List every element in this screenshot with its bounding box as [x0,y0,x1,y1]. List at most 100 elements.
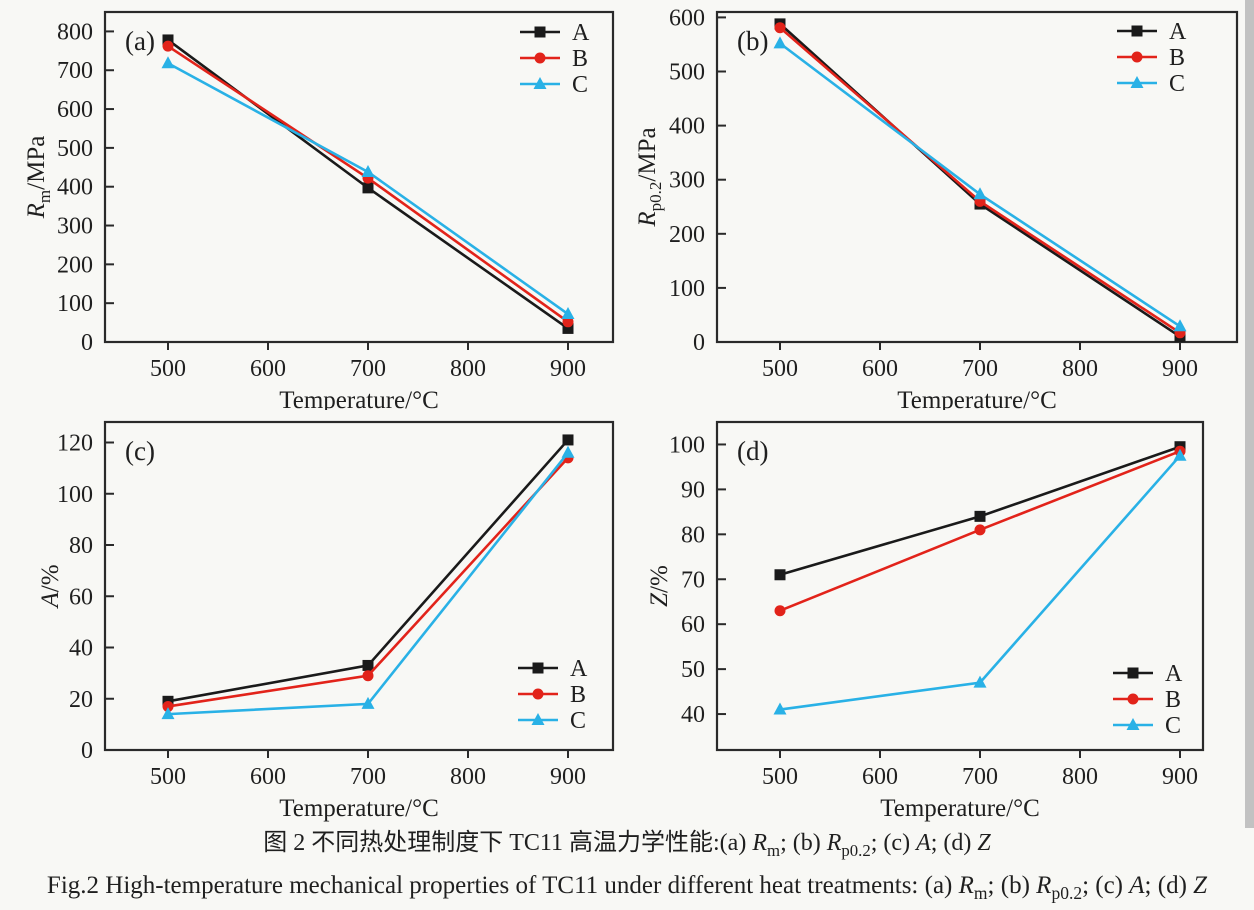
y-axis-title: Rp0.2/MPa [634,127,665,227]
y-tick-label: 60 [69,584,93,610]
x-tick-label: 800 [450,356,486,382]
y-tick-label: 0 [81,330,93,356]
x-tick-label: 900 [1162,356,1198,382]
x-tick-label: 700 [962,764,998,790]
x-tick-label: 900 [550,764,586,790]
marker-square [1127,667,1139,679]
marker-triangle [361,164,375,177]
marker-square [534,26,546,38]
y-tick-label: 700 [57,58,93,84]
caption-segment: R [752,830,767,856]
y-tick-label: 300 [669,168,705,194]
legend-label: A [1165,661,1183,687]
x-tick-label: 900 [550,356,586,382]
y-tick-label: 600 [57,97,93,123]
plot-frame [715,10,1239,344]
marker-triangle [1173,448,1187,461]
series-B-markers [162,452,574,712]
caption-segment: R [826,830,842,856]
caption-segment: A [1129,871,1145,899]
x-axis-title: Temperature/°C [897,387,1057,410]
legend: ABC [518,656,588,734]
y-tick-label: 60 [681,612,705,638]
marker-square [532,662,544,674]
caption-segment: p0.2 [841,840,871,860]
series-A-markers [162,434,574,707]
y-tick-label: 40 [681,702,705,728]
caption-segment: R [1036,871,1052,899]
figure-caption: 图 2 不同热处理制度下 TC11 高温力学性能:(a) Rm; (b) Rp0… [0,826,1254,910]
legend: ABC [1113,661,1183,739]
x-tick-label: 500 [762,356,798,382]
marker-triangle [1173,319,1187,332]
x-tick-label: 600 [250,764,286,790]
chart-panel-d-reduction: 40 50 60 70 80 90 100 500 600 700 800 900 Temperatur… [646,420,1205,822]
marker-triangle [161,707,175,720]
legend-label: C [570,708,586,734]
x-tick-label: 500 [150,764,186,790]
chart-panel-b-rp02: 0 100 200 300 400 500 600 500 600 700 800 900 Temper… [634,5,1239,410]
chart-panel-a-rm: 0 100 200 300 400 500 600 700 800 500 600 700 800 900… [23,10,615,410]
series-C-markers [773,36,1187,332]
marker-square [974,510,986,522]
series-C-markers [161,445,575,720]
caption-segment: ; (d) [930,830,978,856]
series-A-markers [162,34,574,334]
y-axis-title: A/% [37,564,64,609]
marker-circle [532,688,544,700]
caption-segment: ; (c) [1082,871,1130,899]
caption-segment: R [958,871,974,899]
x-tick-label: 700 [350,764,386,790]
marker-square [774,569,786,581]
marker-square [362,182,374,194]
marker-triangle [561,307,575,320]
marker-circle [1131,51,1143,63]
y-tick-label: 100 [669,432,705,458]
marker-triangle [973,187,987,200]
marker-square [1131,25,1143,37]
caption-chinese: 图 2 不同热处理制度下 TC11 高温力学性能:(a) Rm; (b) Rp0… [0,826,1254,868]
chart-panel-c-elongation: 0 20 40 60 80 100 120 500 600 700 800 900 Temperatur… [37,420,615,822]
caption-segment: m [973,882,988,903]
marker-triangle [973,675,987,688]
plot-frame [103,420,615,752]
x-tick-label: 500 [150,356,186,382]
series-A-markers [774,18,1186,343]
x-tick-label: 800 [1062,356,1098,382]
marker-square [562,434,574,446]
marker-triangle [1130,76,1144,88]
caption-english: Fig.2 High-temperature mechanical proper… [0,868,1254,910]
x-tick-label: 600 [862,356,898,382]
plot-frame [103,10,615,344]
caption-segment: 图 2 不同热处理制度下 TC11 高温力学性能:(a) [263,830,753,856]
legend-label: C [1169,71,1185,97]
marker-square [562,322,574,334]
y-tick-label: 0 [81,738,93,764]
x-tick-label: 600 [250,356,286,382]
marker-circle [362,670,374,682]
series-B-markers [774,445,1186,617]
y-tick-label: 100 [57,482,93,508]
caption-segment: Z [1193,871,1208,899]
legend-label: B [572,46,588,72]
legend-label: B [1165,687,1181,713]
y-tick-label: 50 [681,657,705,683]
x-axis-title: Temperature/°C [880,795,1040,822]
marker-circle [562,316,574,328]
y-tick-label: 90 [681,477,705,503]
marker-triangle [773,36,787,49]
marker-circle [534,52,546,64]
marker-square [162,34,174,46]
marker-circle [774,605,786,617]
y-tick-label: 800 [57,19,93,45]
series-C-line [779,454,1181,711]
panel-label: (a) [125,26,155,56]
y-tick-label: 300 [57,214,93,240]
x-tick-label: 800 [1062,764,1098,790]
caption-segment: ; (c) [870,830,917,856]
legend-label: A [570,656,588,682]
caption-segment: ; (d) [1144,871,1194,899]
series-A-line [779,22,1181,338]
panel-label: (b) [737,26,768,56]
